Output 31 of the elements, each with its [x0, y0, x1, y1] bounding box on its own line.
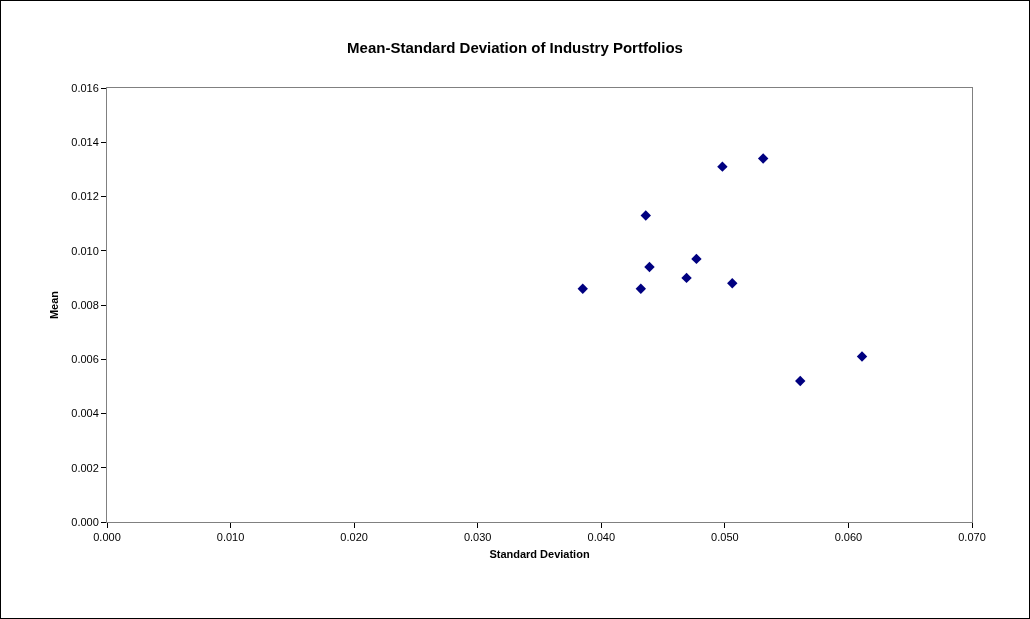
x-tick-label: 0.050	[711, 531, 739, 544]
y-tick-label: 0.000	[71, 515, 99, 528]
x-axis-title: Standard Deviation	[489, 548, 590, 561]
x-tick-label: 0.070	[958, 531, 986, 544]
y-tick-label: 0.010	[71, 244, 99, 257]
y-tick-label: 0.012	[71, 190, 99, 203]
point	[795, 375, 806, 387]
point	[635, 283, 647, 294]
y-tick-label: 0.014	[71, 136, 99, 149]
y-tick-label: 0.006	[71, 353, 99, 366]
point	[691, 253, 702, 265]
x-tick-label: 0.030	[463, 531, 492, 544]
point	[577, 283, 588, 294]
y-tick-label: 0.008	[71, 298, 99, 311]
y-tick-label: 0.016	[71, 81, 99, 94]
x-tick-label: 0.060	[834, 531, 863, 544]
x-tick-label: 0.040	[587, 531, 616, 544]
point	[727, 278, 738, 289]
y-axis-title: Mean	[47, 290, 60, 320]
y-tick-label: 0.002	[71, 461, 99, 474]
chart-title: Mean-Standard Deviation of Industry Portfolios	[347, 38, 683, 56]
x-tick-label: 0.010	[216, 531, 245, 544]
point	[856, 351, 868, 362]
point	[644, 261, 655, 273]
x-tick-label: 0.000	[93, 531, 121, 544]
y-tick-label: 0.004	[71, 407, 99, 420]
x-tick-label: 0.020	[340, 531, 368, 544]
point	[640, 210, 651, 221]
point	[757, 153, 769, 164]
point	[717, 161, 728, 172]
point	[681, 272, 692, 284]
